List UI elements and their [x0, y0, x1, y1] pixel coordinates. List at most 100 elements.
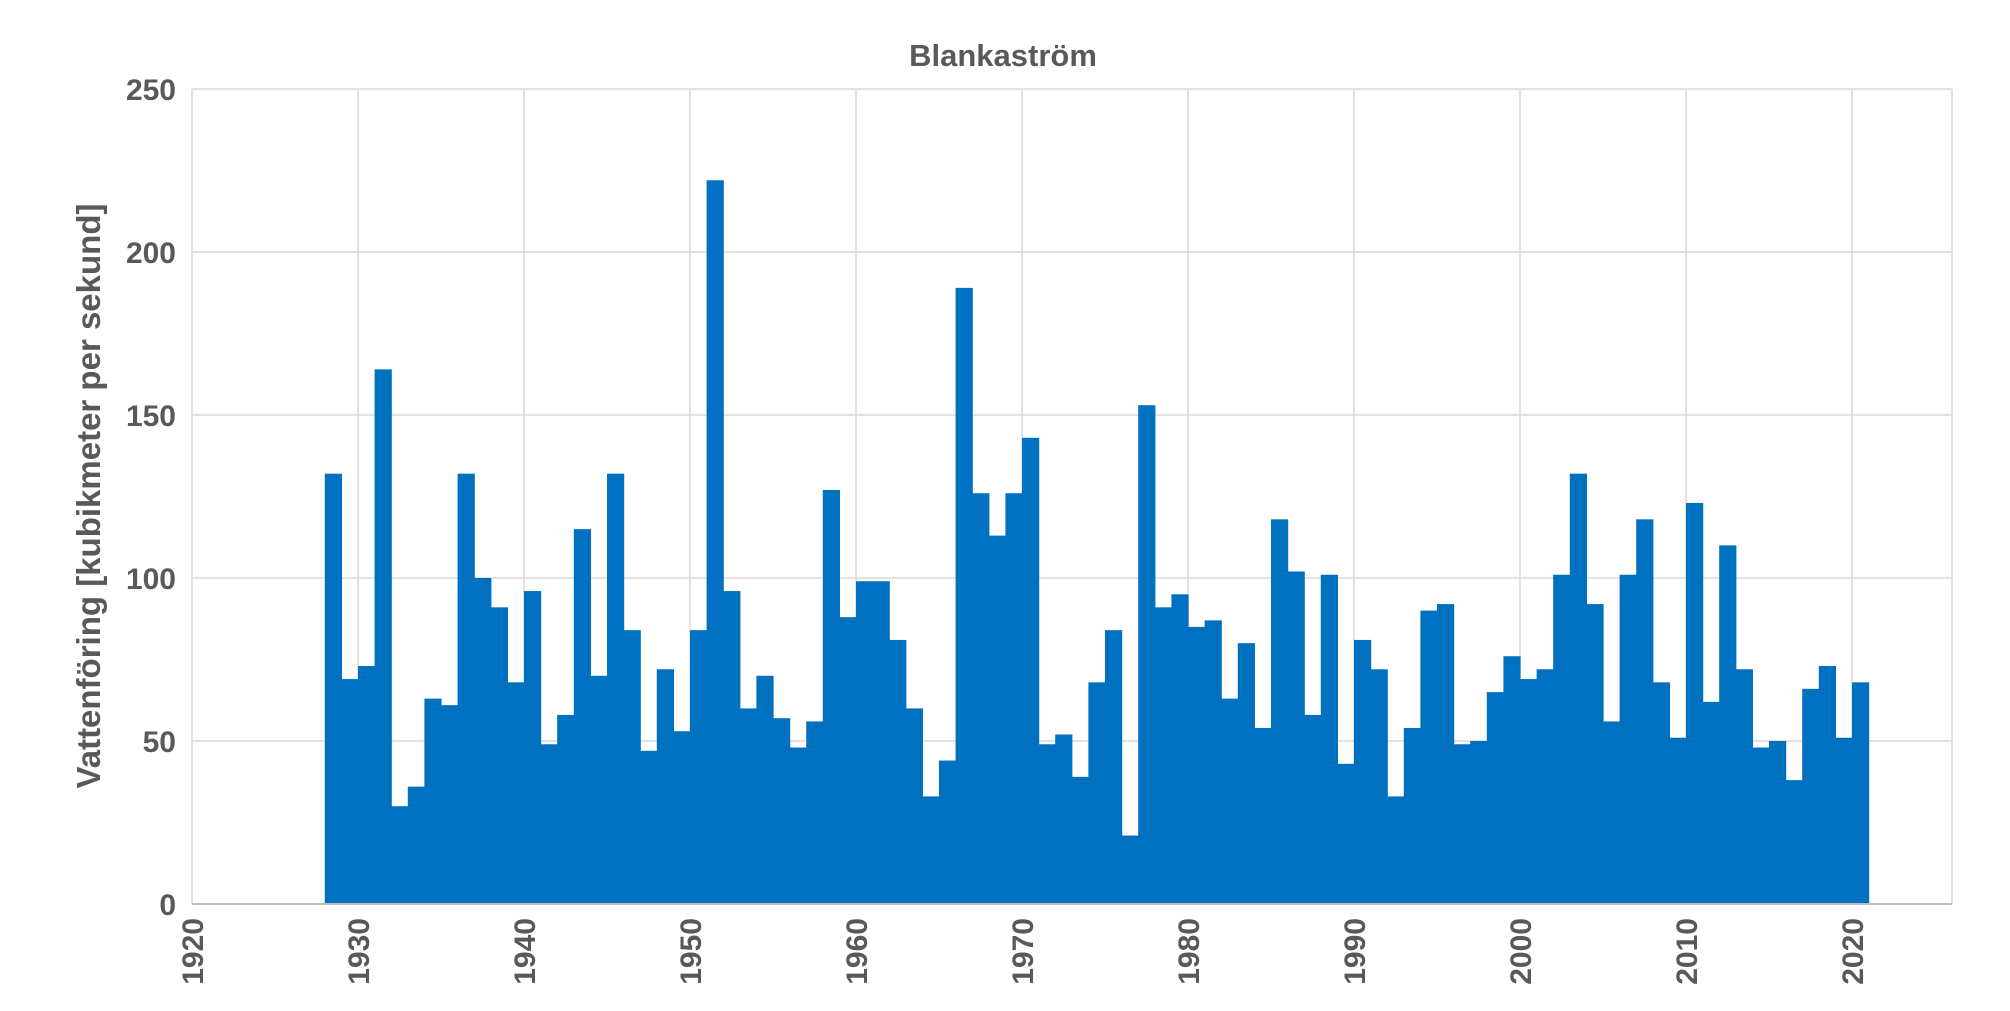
bar-1945	[607, 473, 625, 904]
bar-1960	[856, 581, 874, 904]
x-tick-label: 1990	[1339, 918, 1372, 985]
bar-1988	[1320, 574, 1338, 904]
bar-1961	[872, 581, 890, 904]
bar-2000	[1520, 679, 1538, 904]
bar-1951	[706, 180, 724, 904]
bar-1994	[1420, 610, 1438, 904]
bar-2014	[1752, 747, 1770, 904]
bar-2005	[1603, 721, 1621, 904]
bar-2008	[1652, 682, 1670, 904]
bar-1955	[773, 718, 791, 904]
bar-1931	[374, 369, 392, 904]
x-tick-label: 1980	[1173, 918, 1206, 985]
bar-1971	[1038, 744, 1056, 904]
y-tick-label: 250	[126, 74, 176, 107]
bar-1930	[358, 666, 376, 904]
bar-1958	[822, 489, 840, 904]
bar-1947	[640, 750, 658, 904]
bar-1949	[673, 731, 691, 904]
bar-2018	[1818, 666, 1836, 904]
bar-1959	[839, 617, 857, 904]
bar-2016	[1785, 780, 1803, 904]
bar-2010	[1686, 503, 1704, 904]
bar-1978	[1154, 607, 1172, 904]
x-tick-label: 2000	[1505, 918, 1538, 985]
x-tick-label: 1970	[1007, 918, 1040, 985]
bar-1972	[1055, 734, 1073, 904]
bar-1977	[1138, 405, 1156, 904]
bar-1940	[524, 591, 542, 904]
bar-1991	[1370, 669, 1388, 904]
bar-1982	[1221, 698, 1239, 904]
x-tick-label: 1960	[841, 918, 874, 985]
x-tick-label: 2020	[1837, 918, 1870, 985]
bar-1938	[490, 607, 508, 904]
bar-1979	[1171, 594, 1189, 904]
bar-1943	[573, 529, 591, 904]
bar-1944	[590, 675, 608, 904]
y-tick-label: 200	[126, 237, 176, 270]
bar-1993	[1403, 727, 1421, 904]
bar-1967	[972, 493, 990, 904]
y-tick-label: 50	[143, 726, 176, 759]
y-axis-label: Vattenföring [kubikmeter per sekund]	[70, 204, 107, 789]
bar-1970	[1022, 437, 1040, 904]
bar-2011	[1702, 701, 1720, 904]
bar-1934	[424, 698, 442, 904]
x-tick-label: 1950	[675, 918, 708, 985]
bar-2015	[1769, 741, 1787, 904]
chart-title: Blankaström	[909, 38, 1097, 73]
bar-1987	[1304, 714, 1322, 904]
bar-1957	[806, 721, 824, 904]
y-tick-label: 150	[126, 400, 176, 433]
bar-1976	[1121, 835, 1139, 904]
bar-1929	[341, 679, 359, 904]
bar-1995	[1437, 604, 1455, 904]
bar-1936	[457, 473, 475, 904]
bar-2006	[1619, 574, 1637, 904]
bar-1966	[955, 287, 973, 904]
bar-2019	[1835, 737, 1853, 904]
bar-1954	[756, 675, 774, 904]
bar-1996	[1453, 744, 1471, 904]
bar-1973	[1071, 776, 1089, 904]
bar-1935	[441, 705, 459, 904]
bar-1975	[1105, 630, 1123, 904]
bar-1990	[1354, 639, 1372, 904]
bar-1932	[391, 806, 409, 904]
bar-1956	[789, 747, 807, 904]
bar-1997	[1470, 741, 1488, 904]
bar-1974	[1088, 682, 1106, 904]
bar-1981	[1204, 620, 1222, 904]
bar-1999	[1503, 656, 1521, 904]
bar-1968	[988, 535, 1006, 904]
bar-2009	[1669, 737, 1687, 904]
bar-1980	[1188, 626, 1206, 904]
x-tick-label: 1920	[177, 918, 210, 985]
bar-2012	[1719, 545, 1737, 904]
bar-1964	[922, 796, 940, 904]
bar-1939	[507, 682, 525, 904]
bar-1985	[1271, 519, 1289, 904]
x-tick-label: 1930	[343, 918, 376, 985]
bar-1992	[1387, 796, 1405, 904]
bar-2007	[1636, 519, 1654, 904]
bar-1948	[656, 669, 674, 904]
bar-1946	[623, 630, 641, 904]
bar-1933	[407, 786, 425, 904]
bar-2013	[1735, 669, 1753, 904]
bar-1983	[1237, 643, 1255, 904]
bar-2017	[1802, 688, 1820, 904]
x-tick-label: 2010	[1671, 918, 1704, 985]
bar-1986	[1287, 571, 1305, 904]
bar-2003	[1569, 473, 1587, 904]
bar-1965	[939, 760, 957, 904]
bar-1962	[889, 639, 907, 904]
bar-1984	[1254, 727, 1272, 904]
bar-2002	[1553, 574, 1571, 904]
bar-2001	[1536, 669, 1554, 904]
bar-1953	[739, 708, 757, 904]
bar-2020	[1852, 682, 1870, 904]
bar-1963	[905, 708, 923, 904]
